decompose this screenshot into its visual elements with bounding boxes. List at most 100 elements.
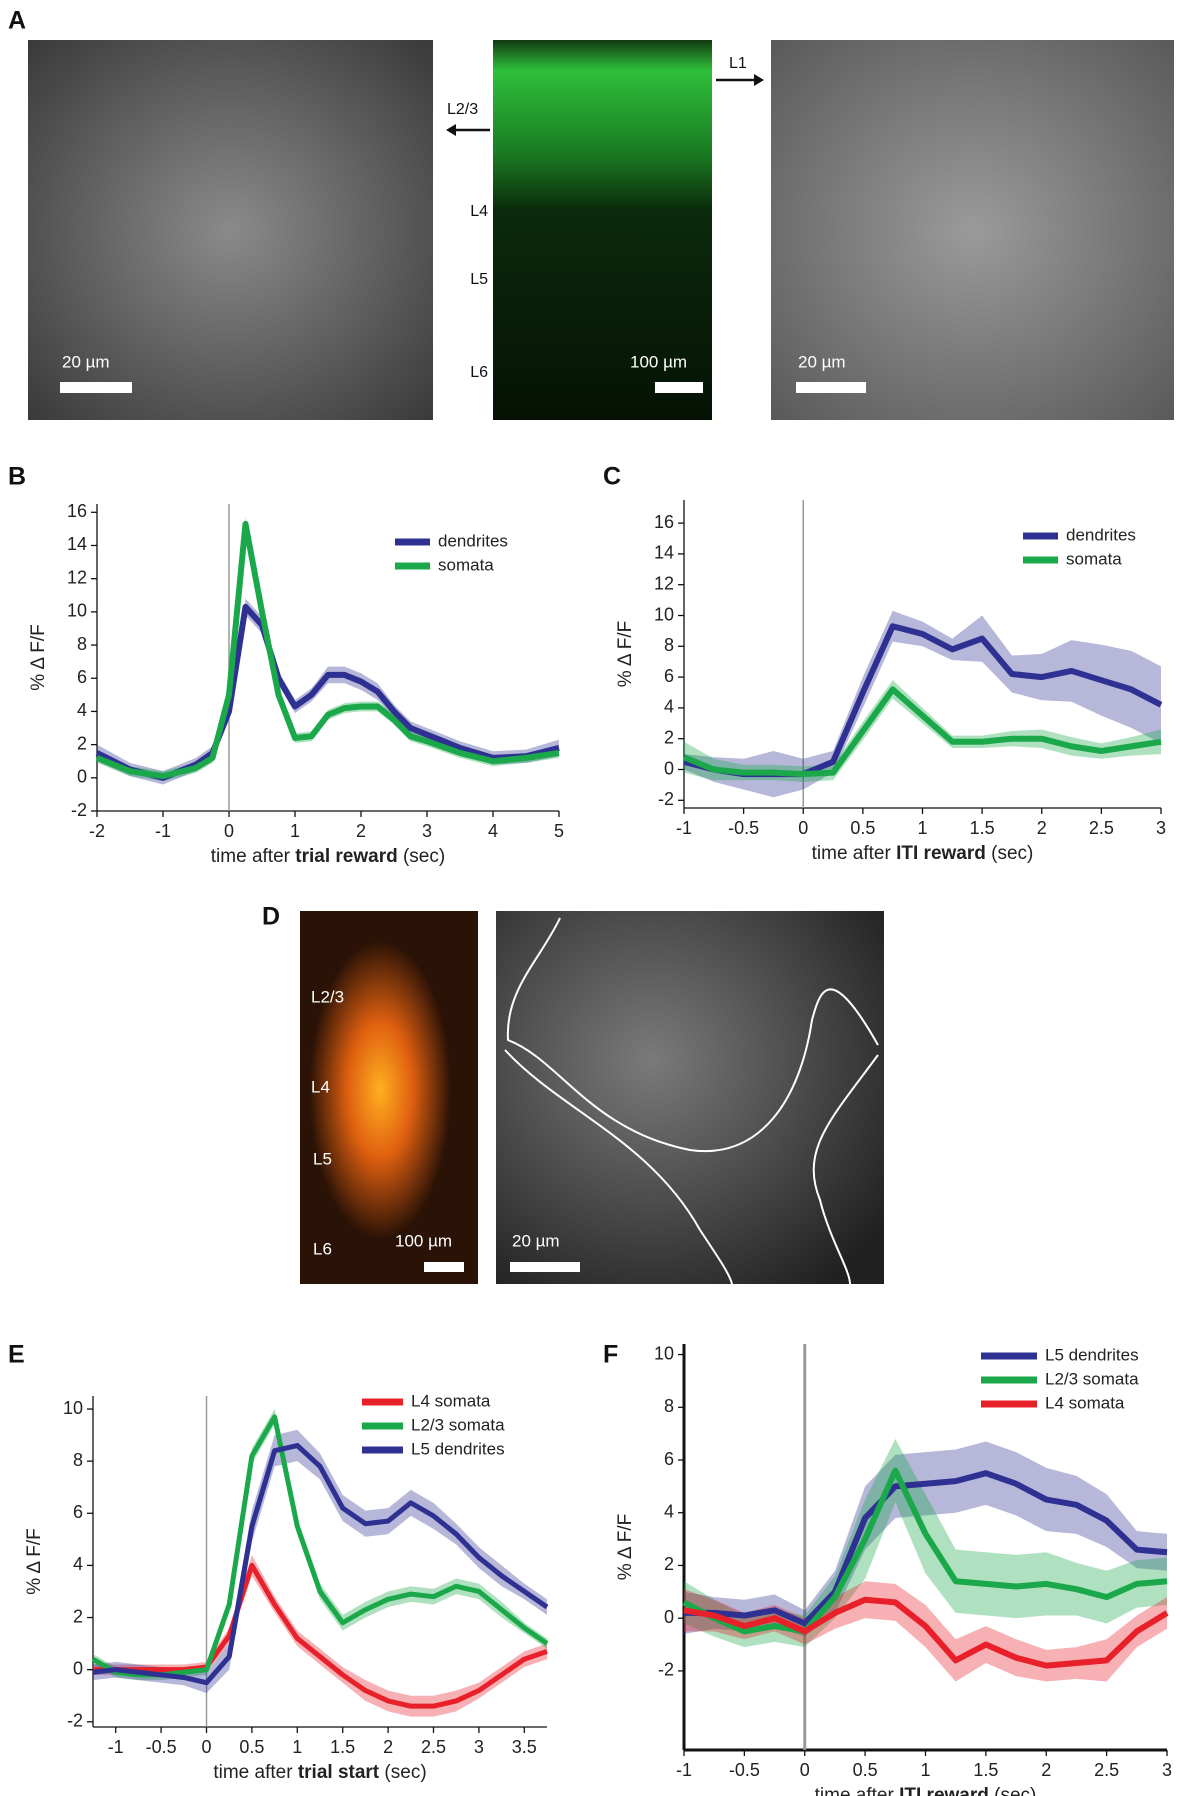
x-tick-label: 4 xyxy=(488,821,498,841)
legend-label: somata xyxy=(1066,549,1122,568)
x-axis-label-part: (sec) xyxy=(398,846,446,867)
series-line xyxy=(683,1596,1169,1669)
y-axis-label: % Δ F/F xyxy=(615,1514,636,1581)
x-tick-label: 5 xyxy=(554,821,564,841)
y-tick-label: 4 xyxy=(73,1554,83,1574)
micrograph xyxy=(496,911,884,1284)
error-band xyxy=(684,1581,1167,1682)
y-tick-label: 2 xyxy=(664,727,674,747)
x-axis-label: time after ITI reward (sec) xyxy=(812,843,1034,864)
y-tick-label: 16 xyxy=(67,501,87,521)
x-tick-label: 0 xyxy=(798,818,808,838)
y-tick-label: 0 xyxy=(664,1607,674,1627)
x-tick-label: -0.5 xyxy=(729,1760,760,1780)
y-tick-label: 10 xyxy=(63,1398,83,1418)
x-axis-label-part: ITI reward xyxy=(896,843,986,864)
layer-label: L6 xyxy=(470,364,488,381)
x-tick-label: 0.5 xyxy=(853,1760,878,1780)
x-axis-label-part: (sec) xyxy=(989,1785,1037,1796)
legend-label: dendrites xyxy=(1066,525,1136,544)
y-tick-label: 6 xyxy=(73,1502,83,1522)
arrow-label: L1 xyxy=(729,55,747,72)
arrow-head xyxy=(754,74,764,86)
series-line xyxy=(95,520,560,780)
x-tick-label: 0 xyxy=(201,1737,211,1757)
series-line xyxy=(95,603,560,781)
y-axis-label: % Δ F/F xyxy=(28,624,49,691)
scale-bar xyxy=(60,382,132,393)
panel-letter: A xyxy=(8,7,26,35)
y-tick-label: 14 xyxy=(67,534,87,554)
x-tick-label: 3 xyxy=(422,821,432,841)
arrow-label: L2/3 xyxy=(447,101,478,118)
layer-label: L6 xyxy=(313,1239,332,1258)
x-axis-label-part: time after xyxy=(213,1762,297,1783)
y-tick-label: 16 xyxy=(654,512,674,532)
x-tick-label: -1 xyxy=(676,1760,692,1780)
scale-label: 100 µm xyxy=(630,352,687,371)
x-axis-label: time after trial reward (sec) xyxy=(211,846,445,867)
x-tick-label: 1 xyxy=(292,1737,302,1757)
x-tick-label: 1 xyxy=(920,1760,930,1780)
panel-letter: B xyxy=(8,463,26,491)
x-tick-label: 2 xyxy=(1037,818,1047,838)
x-axis-label-part: time after xyxy=(815,1785,899,1796)
x-axis-label-part: time after xyxy=(812,843,896,864)
layer-label: L4 xyxy=(311,1077,330,1096)
y-tick-label: -2 xyxy=(658,789,674,809)
legend-label: L2/3 somata xyxy=(411,1415,505,1434)
legend-label: L4 somata xyxy=(1045,1393,1125,1412)
legend-label: L5 dendrites xyxy=(411,1439,505,1458)
y-tick-label: 0 xyxy=(73,1658,83,1678)
y-tick-label: 2 xyxy=(77,733,87,753)
error-band xyxy=(684,610,1161,798)
scale-label: 20 µm xyxy=(512,1231,560,1250)
y-tick-label: -2 xyxy=(67,1711,83,1731)
micrograph xyxy=(300,911,478,1284)
scale-bar xyxy=(424,1262,464,1272)
y-tick-label: -2 xyxy=(71,800,87,820)
x-tick-label: 3.5 xyxy=(512,1737,537,1757)
panel-letter: D xyxy=(262,903,280,931)
y-tick-label: 4 xyxy=(664,1501,674,1521)
x-axis-label-part: time after xyxy=(211,846,295,867)
series-line xyxy=(92,1443,549,1686)
x-tick-label: 2.5 xyxy=(421,1737,446,1757)
y-tick-label: 4 xyxy=(664,697,674,717)
error-band xyxy=(684,1438,1167,1648)
x-tick-label: 2 xyxy=(383,1737,393,1757)
x-tick-label: 3 xyxy=(1156,818,1166,838)
x-tick-label: -1 xyxy=(155,821,171,841)
scale-label: 100 µm xyxy=(395,1231,452,1250)
x-tick-label: 2.5 xyxy=(1094,1760,1119,1780)
arrow-head xyxy=(446,124,456,136)
x-axis-label-part: (sec) xyxy=(986,843,1034,864)
micrograph xyxy=(771,40,1174,420)
x-tick-label: 0.5 xyxy=(239,1737,264,1757)
x-axis-label-part: trial start xyxy=(298,1762,380,1783)
y-tick-label: 8 xyxy=(664,1396,674,1416)
series-line xyxy=(684,1470,1168,1627)
y-tick-label: 4 xyxy=(77,700,87,720)
scale-bar xyxy=(796,382,866,393)
y-tick-label: 8 xyxy=(77,634,87,654)
legend-label: L4 somata xyxy=(411,1391,491,1410)
micrograph xyxy=(28,40,433,420)
error-band xyxy=(684,1441,1167,1637)
x-tick-label: 0.5 xyxy=(850,818,875,838)
x-tick-label: 2.5 xyxy=(1089,818,1114,838)
y-tick-label: 10 xyxy=(67,601,87,621)
x-tick-label: 1 xyxy=(917,818,927,838)
y-tick-label: 6 xyxy=(664,1449,674,1469)
x-tick-label: 1.5 xyxy=(970,818,995,838)
legend-label: L2/3 somata xyxy=(1045,1369,1139,1388)
x-tick-label: 1.5 xyxy=(973,1760,998,1780)
layer-label: L5 xyxy=(313,1149,332,1168)
scale-bar xyxy=(655,382,703,393)
panel-letter: E xyxy=(8,1341,25,1369)
x-tick-label: 0 xyxy=(800,1760,810,1780)
x-axis-label-part: (sec) xyxy=(379,1762,427,1783)
x-axis-label-part: ITI reward xyxy=(899,1785,989,1796)
y-tick-label: 6 xyxy=(77,667,87,687)
x-tick-label: 1 xyxy=(290,821,300,841)
